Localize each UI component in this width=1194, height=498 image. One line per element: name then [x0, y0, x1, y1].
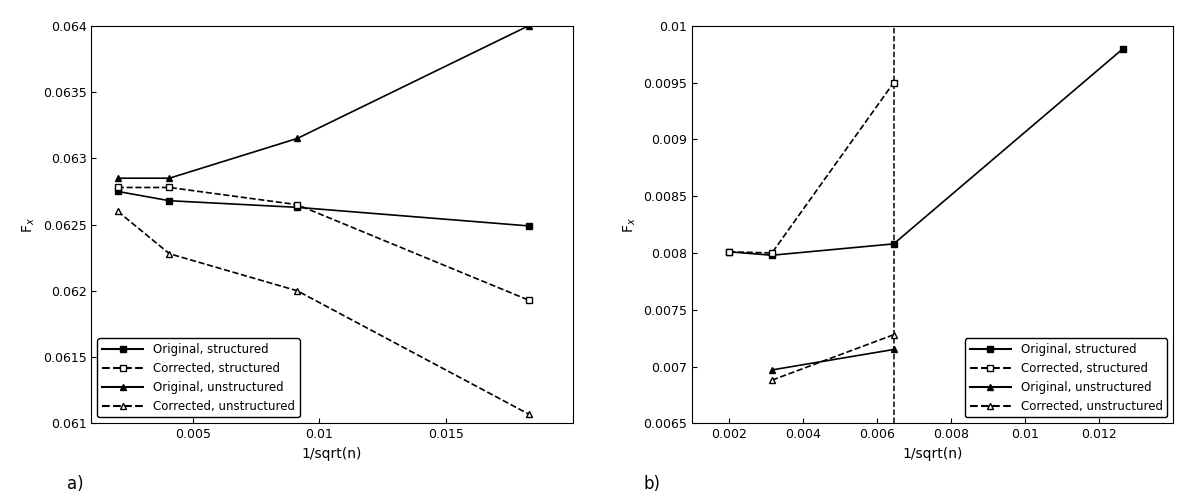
X-axis label: 1/sqrt(n): 1/sqrt(n): [302, 447, 362, 461]
Y-axis label: F$_x$: F$_x$: [20, 217, 37, 233]
Text: a): a): [67, 475, 84, 493]
X-axis label: 1/sqrt(n): 1/sqrt(n): [903, 447, 962, 461]
Y-axis label: F$_x$: F$_x$: [621, 217, 638, 233]
Legend: Original, structured, Corrected, structured, Original, unstructured, Corrected, : Original, structured, Corrected, structu…: [965, 338, 1168, 417]
Text: b): b): [644, 475, 661, 493]
Legend: Original, structured, Corrected, structured, Original, unstructured, Corrected, : Original, structured, Corrected, structu…: [97, 338, 300, 417]
